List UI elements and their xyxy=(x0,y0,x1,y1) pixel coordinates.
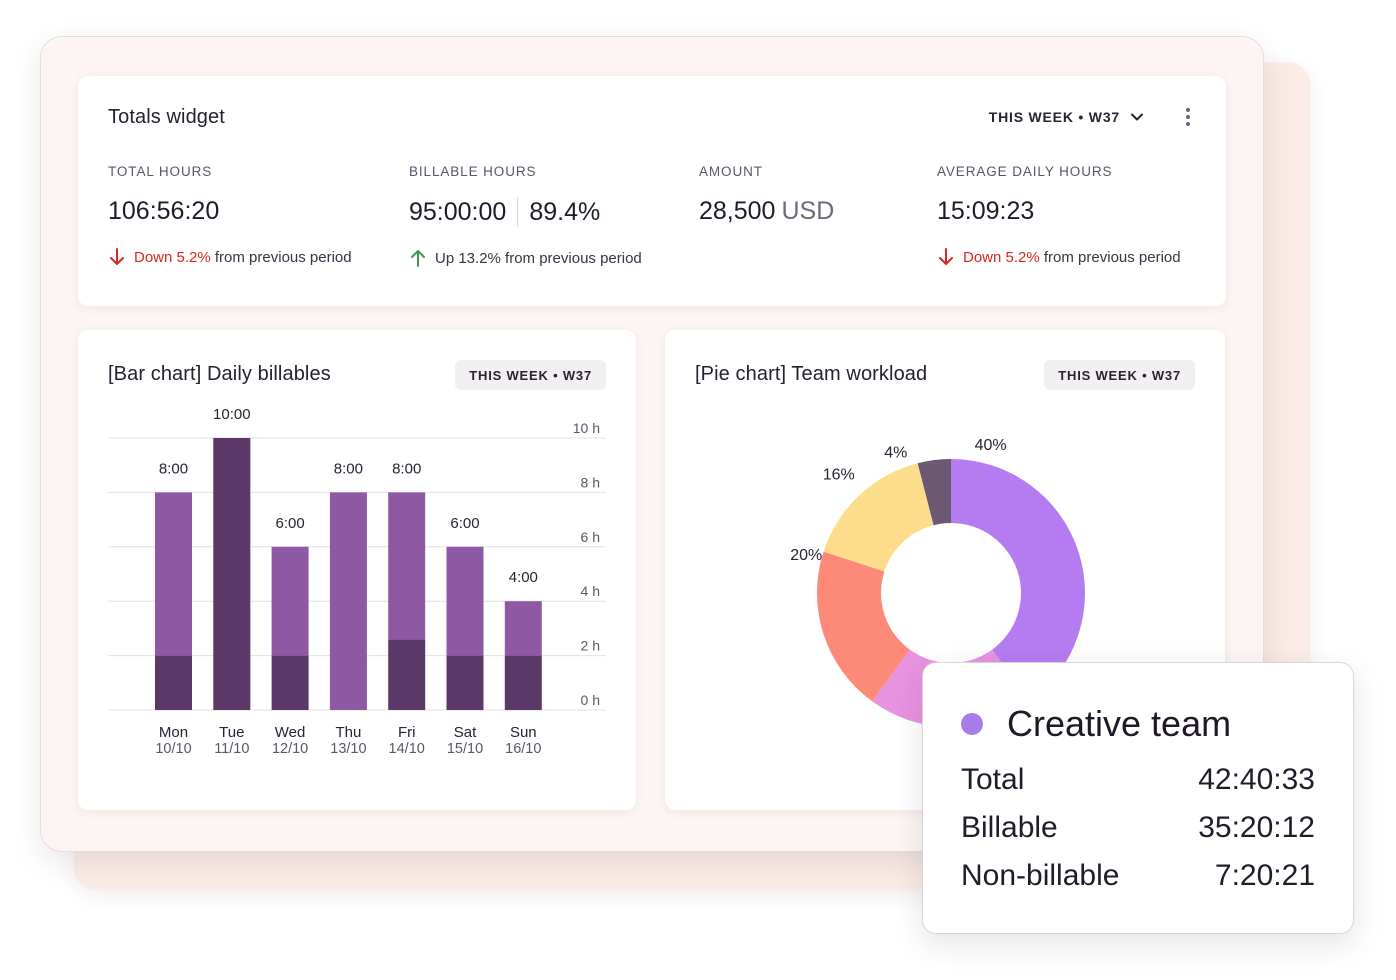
pie-percent-label: 20% xyxy=(790,547,822,564)
tooltip-row-total: Total 42:40:33 xyxy=(961,763,1315,796)
pie-percent-label: 16% xyxy=(823,466,855,483)
chevron-down-icon xyxy=(1131,113,1143,121)
tooltip-row-non-billable: Non-billable 7:20:21 xyxy=(961,859,1315,892)
x-tick-label: Sun xyxy=(510,724,537,741)
stat-value: 95:00:00 89.4% xyxy=(409,197,601,227)
bar-segment xyxy=(446,546,484,656)
arrow-down-icon xyxy=(110,248,124,265)
bar-value-label: 8:00 xyxy=(334,460,363,477)
x-tick-date-label: 15/10 xyxy=(447,741,483,757)
pie-slice xyxy=(917,459,951,526)
stat-billable-hours: BILLABLE HOURS 95:00:00 89.4% Up 13.2% fr… xyxy=(409,164,642,269)
period-dropdown[interactable]: THIS WEEK • W37 xyxy=(989,109,1144,125)
x-tick-label: Tue xyxy=(219,724,244,741)
y-tick-label: 8 h xyxy=(581,474,600,490)
stat-average-daily-hours: AVERAGE DAILY HOURS 15:09:23 Down 5.2% f… xyxy=(937,164,1181,268)
bar-value-label: 4:00 xyxy=(509,569,538,586)
stat-value: 15:09:23 xyxy=(937,197,1035,225)
x-tick-label: Wed xyxy=(275,724,306,741)
x-tick-label: Thu xyxy=(335,724,361,741)
y-tick-label: 0 h xyxy=(581,692,600,708)
stat-change: Up 13.2% from previous period xyxy=(409,247,642,269)
pie-percent-label: 4% xyxy=(884,444,907,461)
bar-segment xyxy=(271,546,309,656)
x-tick-date-label: 12/10 xyxy=(272,741,308,757)
y-tick-label: 2 h xyxy=(581,638,600,654)
y-tick-label: 6 h xyxy=(581,529,600,545)
y-tick-label: 4 h xyxy=(581,583,600,599)
period-dropdown-label: THIS WEEK • W37 xyxy=(988,109,1120,125)
bar-chart: 0 h2 h4 h6 h8 h10 h8:00Mon10/1010:00Tue1… xyxy=(108,406,606,757)
pie-slice xyxy=(951,459,1085,702)
bar-chart-widget: [Bar chart] Daily billables THIS WEEK • … xyxy=(78,330,636,810)
stat-change: Down 5.2% from previous period xyxy=(108,246,352,268)
bar-value-label: 6:00 xyxy=(450,515,479,532)
y-tick-label: 10 h xyxy=(573,420,600,436)
x-tick-date-label: 14/10 xyxy=(389,741,425,757)
stat-value: 28,500 USD xyxy=(699,197,835,225)
bar-segment xyxy=(504,601,542,656)
pie-slice xyxy=(823,463,934,572)
arrow-down-icon xyxy=(939,248,953,265)
bar-segment xyxy=(213,438,251,710)
tooltip-title: Creative team xyxy=(1007,703,1232,744)
bar-segment xyxy=(155,655,192,710)
more-options-icon[interactable] xyxy=(1180,106,1196,132)
stat-amount: AMOUNT 28,500 USD xyxy=(699,164,834,226)
team-color-dot xyxy=(961,713,983,735)
stat-label: AVERAGE DAILY HOURS xyxy=(937,164,1113,179)
stat-label: AMOUNT xyxy=(699,164,763,179)
pie-chart-title: [Pie chart] Team workload xyxy=(695,363,928,385)
x-tick-label: Mon xyxy=(159,724,188,741)
bar-value-label: 10:00 xyxy=(213,406,251,423)
team-tooltip: Creative team Total 42:40:33 Billable 35:2… xyxy=(922,662,1354,934)
bar-value-label: 8:00 xyxy=(159,460,188,477)
stat-value: 106:56:20 xyxy=(108,197,220,225)
totals-widget-title: Totals widget xyxy=(108,106,225,128)
stat-label: BILLABLE HOURS xyxy=(409,164,537,179)
tooltip-row-billable: Billable 35:20:12 xyxy=(961,811,1315,844)
arrow-up-icon xyxy=(411,250,425,267)
bar-segment xyxy=(388,492,426,640)
stat-label: TOTAL HOURS xyxy=(108,164,213,179)
bar-segment xyxy=(271,655,309,710)
pie-percent-label: 40% xyxy=(975,437,1007,454)
pie-slice xyxy=(817,551,910,702)
x-tick-date-label: 10/10 xyxy=(155,741,191,757)
x-tick-date-label: 13/10 xyxy=(330,741,366,757)
bar-chart-title: [Bar chart] Daily billables xyxy=(108,363,331,385)
x-tick-date-label: 11/10 xyxy=(214,741,249,757)
stat-total-hours: TOTAL HOURS 106:56:20 Down 5.2% from pre… xyxy=(108,164,352,268)
bar-segment xyxy=(446,655,484,710)
pie-chart-period-chip[interactable]: THIS WEEK • W37 xyxy=(1044,360,1195,390)
bar-value-label: 6:00 xyxy=(275,515,304,532)
bar-segment xyxy=(329,492,367,710)
stat-change: Down 5.2% from previous period xyxy=(937,246,1181,268)
x-tick-date-label: 16/10 xyxy=(505,741,541,757)
bar-segment xyxy=(155,492,192,656)
x-tick-label: Sat xyxy=(454,724,477,741)
bar-segment xyxy=(388,639,426,710)
bar-value-label: 8:00 xyxy=(392,460,421,477)
x-tick-label: Fri xyxy=(398,724,416,741)
bar-segment xyxy=(504,655,542,710)
bar-chart-period-chip[interactable]: THIS WEEK • W37 xyxy=(455,360,606,390)
totals-widget: Totals widget THIS WEEK • W37 TOTAL HOUR… xyxy=(78,76,1226,306)
